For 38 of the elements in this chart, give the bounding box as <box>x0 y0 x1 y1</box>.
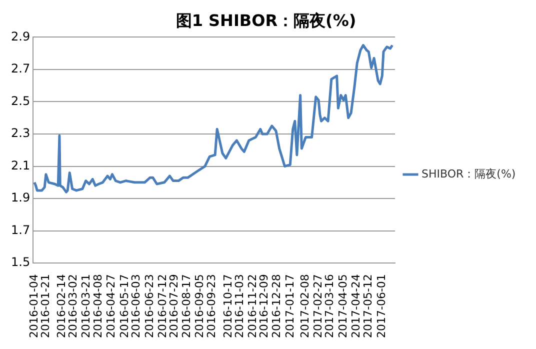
y-tick-label: 2.7 <box>10 62 30 76</box>
x-tick-label: 2016-11-22 <box>246 274 259 338</box>
y-tick-label: 1.5 <box>10 255 30 270</box>
x-tick-label: 2016-10-17 <box>221 274 234 338</box>
x-tick-label: 2016-04-27 <box>104 274 118 338</box>
y-tick-label: 1.7 <box>10 222 30 237</box>
x-tick-label: 2016-12-09 <box>257 274 270 338</box>
x-tick-label: 2017-04-24 <box>349 274 362 338</box>
y-tick-label: 2.5 <box>10 94 30 108</box>
x-tick-label: 2017-04-05 <box>336 274 350 338</box>
y-tick-label: 2.3 <box>10 126 30 140</box>
x-tick-label: 2016-09-23 <box>205 274 218 338</box>
x-tick-label: 2016-05-17 <box>118 274 131 338</box>
y-tick-label: 2.1 <box>10 158 30 172</box>
x-tick-label: 2017-03-16 <box>322 274 336 338</box>
legend-label: SHIBOR：隔夜(%) <box>422 167 516 180</box>
x-tick-label: 2016-03-21 <box>79 274 92 338</box>
x-tick-label: 2016-01-04 <box>27 274 40 338</box>
x-tick-label: 2017-02-27 <box>311 274 324 338</box>
x-tick-label: 2017-02-08 <box>298 274 312 338</box>
x-tick-label: 2017-05-12 <box>361 274 374 338</box>
y-tick-label: 1.9 <box>10 190 30 205</box>
x-tick-label: 2016-02-14 <box>55 274 68 338</box>
x-tick-label: 2016-07-29 <box>167 274 180 338</box>
y-tick-label: 2.9 <box>10 29 30 44</box>
chart-title: 图1 SHIBOR：隔夜(%) <box>176 10 356 30</box>
x-tick-label: 2016-06-23 <box>142 274 156 338</box>
x-tick-label: 2016-06-03 <box>129 274 142 338</box>
x-tick-label: 2016-11-03 <box>232 274 246 338</box>
x-tick-label: 2016-12-28 <box>270 274 284 338</box>
x-tick-label: 2016-09-05 <box>193 274 206 338</box>
x-tick-label: 2016-08-17 <box>180 274 194 338</box>
x-tick-label: 2016-07-12 <box>156 274 169 338</box>
x-tick-label: 2016-01-21 <box>38 274 52 338</box>
x-tick-label: 2016-03-02 <box>66 274 80 338</box>
x-tick-label: 2016-04-08 <box>92 274 105 338</box>
x-tick-label: 2017-06-01 <box>375 274 388 338</box>
x-tick-label: 2017-01-17 <box>284 274 297 338</box>
